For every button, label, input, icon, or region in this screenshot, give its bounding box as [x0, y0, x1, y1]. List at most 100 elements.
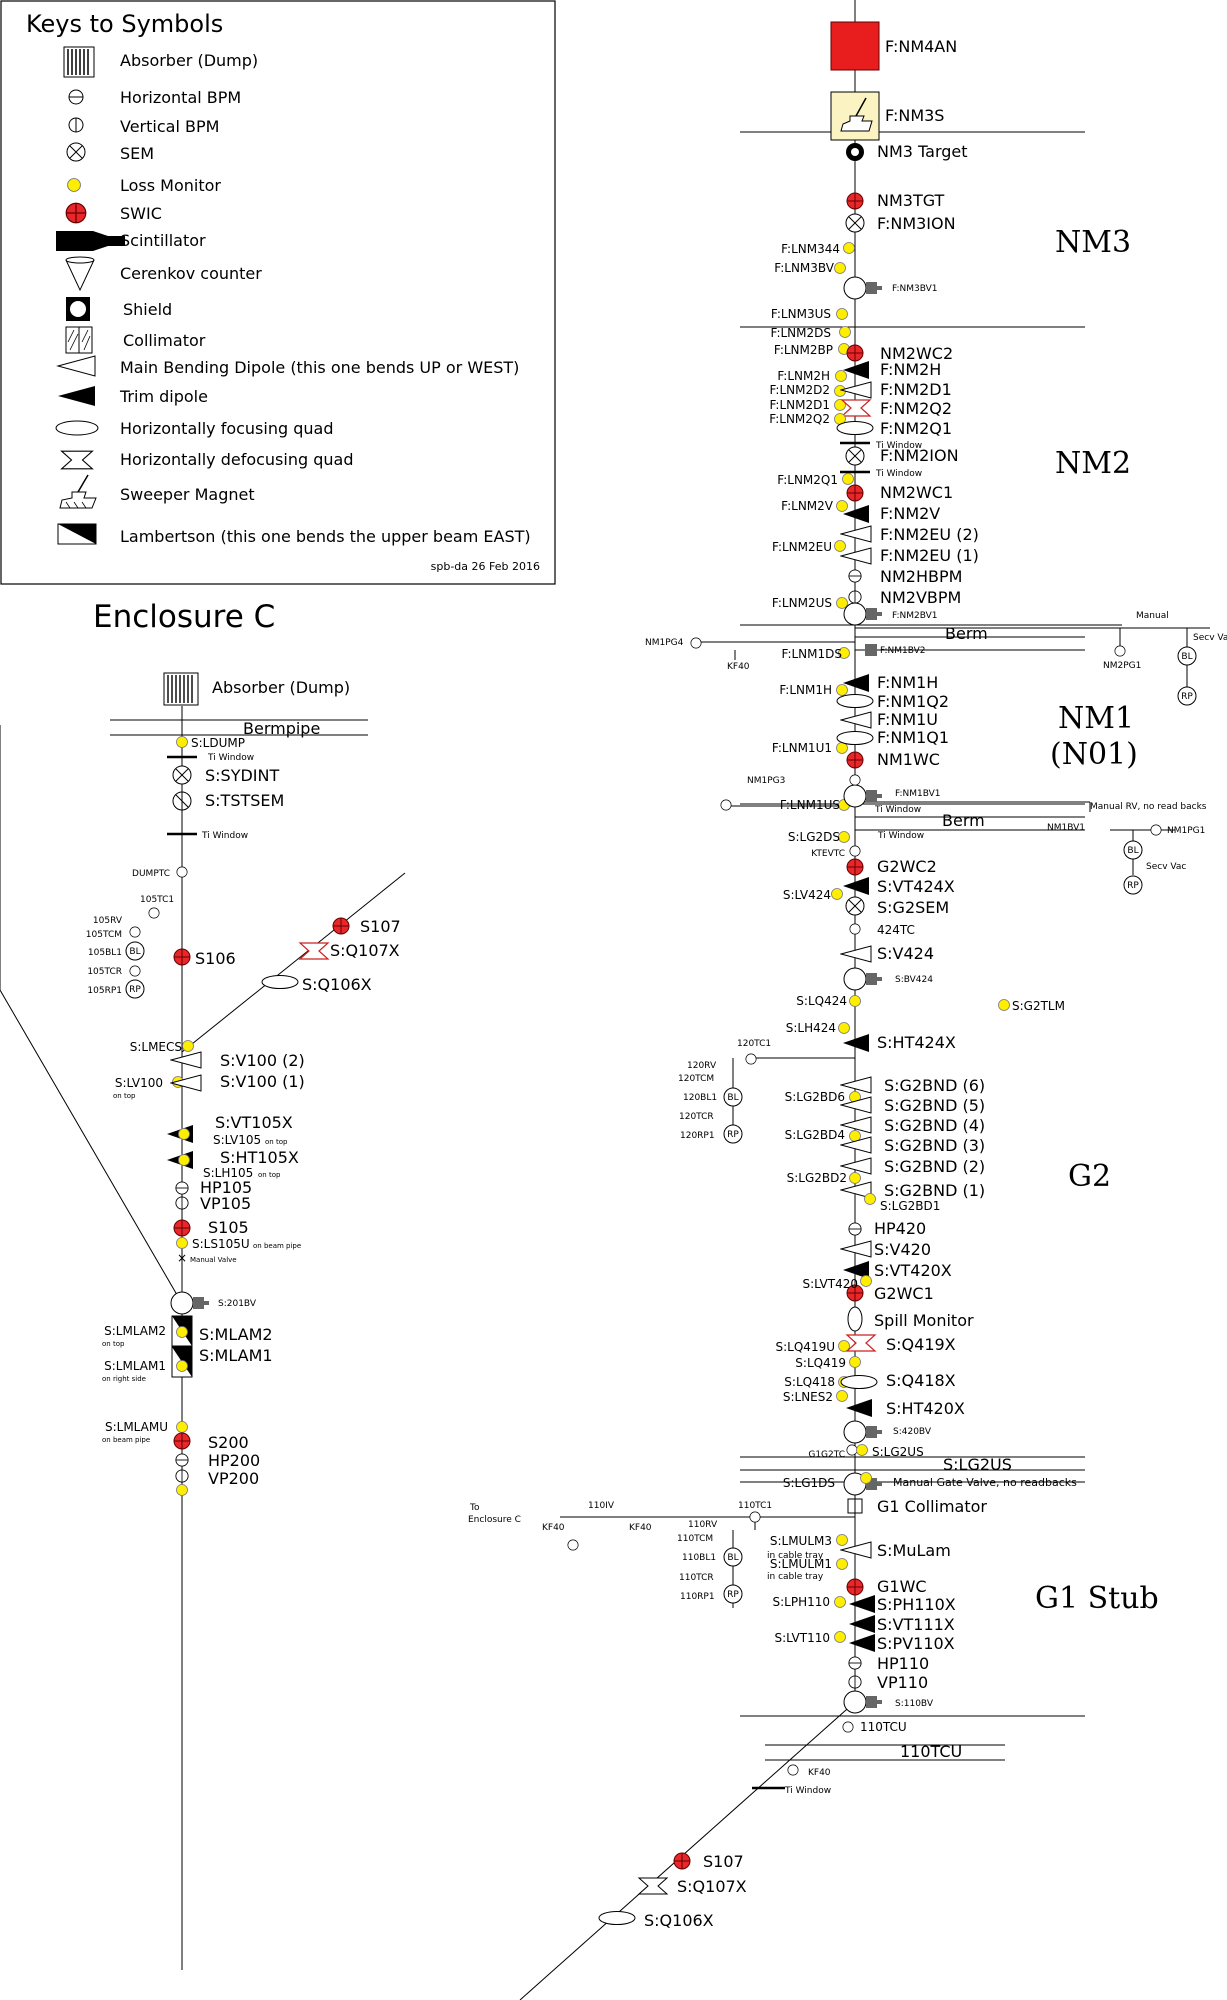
key-label-vbpm: Vertical BPM: [120, 117, 219, 136]
label: S:LVT110: [775, 1631, 830, 1645]
label: F:LNM2Q1: [777, 473, 838, 487]
label: S107: [703, 1852, 744, 1871]
label: F:NM3S: [885, 106, 944, 125]
loss-monitor-icon: [860, 1472, 872, 1484]
label: G2WC2: [877, 857, 937, 876]
key-label-dipole: Main Bending Dipole (this one bends UP o…: [120, 358, 519, 377]
label: on beam pipe: [253, 1242, 301, 1250]
label: on beam pipe: [102, 1436, 150, 1444]
loss-monitor-icon: [843, 242, 855, 254]
svg-text:RP: RP: [727, 1130, 739, 1140]
label: F:NM2D1: [880, 380, 952, 399]
dipole-icon: [840, 525, 872, 543]
note: NM2PG1: [1103, 661, 1141, 671]
key-label-hbpm: Horizontal BPM: [120, 88, 241, 107]
valve-icon: [170, 1291, 210, 1315]
gauge-icon: [567, 1539, 579, 1551]
note: KF40: [542, 1523, 565, 1533]
hbpm-icon: [175, 1181, 189, 1195]
loss-monitor-icon: [176, 736, 188, 748]
hbpm-icon: [848, 1222, 862, 1236]
label: S:Q107X: [677, 1877, 747, 1896]
key-label-dquad: Horizontally defocusing quad: [120, 450, 353, 469]
gauge-icon: [1114, 645, 1126, 657]
note: To: [469, 1503, 480, 1513]
label: S:Q106X: [644, 1911, 714, 1930]
valve-icon: [843, 276, 883, 300]
key-scint-icon: [56, 231, 125, 251]
rp-gauge-tag: RP: [129, 985, 141, 995]
dipole-icon: [170, 1051, 202, 1069]
label: 105BL1: [88, 948, 122, 958]
label: S:G2BND (5): [884, 1096, 985, 1115]
main-labels: F:NM4AN F:NM3S NM3 Target NM3TGT F:NM3IO…: [644, 37, 1077, 1930]
label: S:MLAM2: [199, 1325, 273, 1344]
sem-icon: [172, 791, 192, 811]
key-lambertson-icon: [57, 523, 97, 545]
gauge-icon: [749, 1511, 761, 1523]
label: F:NM2ION: [880, 446, 959, 465]
valve-icon: [843, 967, 883, 991]
trim-dipole-icon: [843, 361, 869, 379]
note: 120TC1: [737, 1039, 771, 1049]
absorber-icon: [163, 672, 199, 706]
label: F:LNM2BP: [774, 343, 833, 357]
swic-icon: [173, 1432, 191, 1450]
dipole-icon: [840, 711, 872, 729]
spill-monitor-icon: [847, 1306, 863, 1332]
label: HP110: [877, 1654, 929, 1673]
enclosure-c: Enclosure C Bermpipe Absorber (Dump) BL …: [0, 599, 406, 1970]
loss-monitor-icon: [836, 597, 848, 609]
loss-monitor-icon: [176, 1421, 188, 1433]
loss-monitor-icon: [836, 742, 848, 754]
dquad-icon: [841, 399, 871, 417]
label: S:LQ424: [796, 994, 847, 1008]
label: S:Q107X: [330, 941, 400, 960]
label: F:NM4AN: [885, 37, 957, 56]
trim-dipole-icon: [849, 1634, 875, 1652]
berm-label-3: S:LG2US: [943, 1455, 1012, 1474]
label: S:LVT420: [803, 1277, 858, 1291]
key-label-cerenkov: Cerenkov counter: [120, 264, 262, 283]
loss-monitor-icon: [836, 684, 848, 696]
key-sweeper-icon: [59, 474, 97, 509]
key-hbpm-icon: [68, 89, 84, 105]
section-g1-stub: G1 Stub: [1035, 1581, 1159, 1616]
label: F:LNM2Q2: [769, 412, 830, 426]
label: S:LV105: [213, 1133, 261, 1147]
label: S107: [360, 917, 401, 936]
dipole-icon: [840, 547, 872, 565]
svg-text:RP: RP: [1127, 881, 1139, 891]
label: VP200: [208, 1469, 259, 1488]
loss-monitor-icon: [834, 540, 846, 552]
label: Ti Window: [874, 805, 921, 815]
key-sem-icon: [66, 142, 86, 162]
loss-monitor-icon: [835, 370, 847, 382]
label: S:LH105: [203, 1166, 253, 1180]
dquad-icon: [638, 1877, 668, 1895]
key-label-fquad: Horizontally focusing quad: [120, 419, 333, 438]
vbpm-icon: [175, 1469, 189, 1483]
sem-icon: [845, 896, 865, 916]
label: F:LNM3US: [771, 307, 831, 321]
label: S:LDUMP: [191, 736, 245, 750]
loss-monitor-icon: [836, 1534, 848, 1546]
label: NM2HBPM: [880, 567, 962, 586]
fquad-icon: [261, 975, 299, 989]
label: S:LNES2: [783, 1390, 833, 1404]
label: F:LNM2V: [781, 499, 834, 513]
key-shield-icon: [66, 297, 90, 321]
label: F:LNM1US: [780, 798, 840, 812]
label: NM3TGT: [877, 191, 945, 210]
valve-icon: [865, 644, 877, 656]
trim-dipole-icon: [843, 877, 869, 895]
label: F:LNM2D1: [769, 398, 830, 412]
label: S:LMLAM1: [104, 1359, 166, 1373]
bermpipe-label: 110TCU: [900, 1742, 962, 1761]
label: F:NM2V: [880, 504, 940, 523]
key-swic-icon: [65, 202, 87, 224]
key-credit: spb-da 26 Feb 2016: [431, 560, 540, 573]
label: F:NM3ION: [877, 214, 956, 233]
label: S:LG2DS: [788, 830, 840, 844]
hbpm-icon: [848, 569, 862, 583]
